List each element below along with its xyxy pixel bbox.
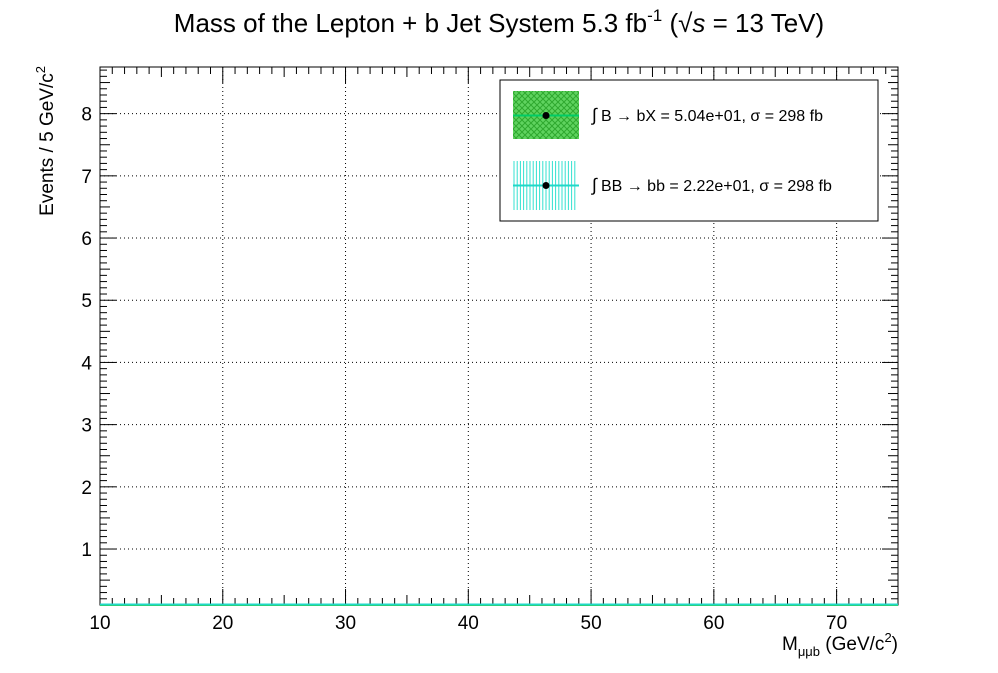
legend-entry-b-to-bx: ∫ B → bX = 5.04e+01, σ = 298 fb [513,91,823,139]
x-tick-label-10: 10 [89,613,110,634]
title-s-symbol: s [692,8,705,38]
y-tick-label-2: 2 [81,478,92,499]
x-axis-title-subscript: μμb [798,644,820,659]
x-axis-title-unit-exponent: 2 [884,630,891,645]
plot-area: 10 20 30 40 50 60 70 1 2 3 4 5 6 7 8 [81,66,899,634]
x-axis-title-unit-close: ) [892,634,898,655]
y-axis-title: Events / 5 GeV/c2 [33,66,58,216]
legend-text-1: B → bX = 5.04e+01, σ = 298 fb [601,108,823,125]
legend-marker-cyan [542,182,550,189]
legend-integral-symbol-1: ∫ [590,105,598,125]
title-open-paren: ( [662,8,678,38]
y-tick-label-1: 1 [81,540,92,561]
title-lumi-exponent: -1 [647,6,662,25]
title-main: Mass of the Lepton + b Jet System 5.3 fb [174,8,647,38]
chart-title: Mass of the Lepton + b Jet System 5.3 fb… [174,6,824,38]
y-tick-label-3: 3 [81,416,92,437]
x-tick-label-40: 40 [458,613,479,634]
x-tick-label-20: 20 [212,613,233,634]
x-tick-label-50: 50 [581,613,602,634]
legend-label-bb-to-bb: ∫ BB → bb = 2.22e+01, σ = 298 fb [590,175,832,195]
legend-text-2: BB → bb = 2.22e+01, σ = 298 fb [601,178,832,195]
legend-entry-bb-to-bb: ∫ BB → bb = 2.22e+01, σ = 298 fb [513,161,832,210]
y-tick-label-6: 6 [81,229,92,250]
legend: ∫ B → bX = 5.04e+01, σ = 298 fb ∫ BB → bb … [499,79,879,222]
legend-integral-symbol-2: ∫ [590,175,598,195]
x-axis-title-main: M [782,634,798,655]
x-tick-label-60: 60 [703,613,724,634]
x-axis-title-unit: (GeV/c [820,634,884,655]
y-axis-title-main: Events / 5 GeV/c [37,73,58,216]
x-tick-label-30: 30 [335,613,356,634]
title-energy: = 13 TeV) [705,8,824,38]
y-tick-label-7: 7 [81,167,92,188]
y-tick-label-4: 4 [81,353,92,374]
x-axis-title: Mμμb (GeV/c2) [782,630,898,659]
x-tick-label-70: 70 [826,613,847,634]
title-sqrt-symbol: √ [678,8,693,38]
legend-label-b-to-bx: ∫ B → bX = 5.04e+01, σ = 298 fb [590,105,823,125]
y-axis-title-exponent: 2 [33,66,48,73]
y-tick-label-5: 5 [81,291,92,312]
legend-marker-green [542,112,550,119]
y-tick-label-8: 8 [81,105,92,126]
